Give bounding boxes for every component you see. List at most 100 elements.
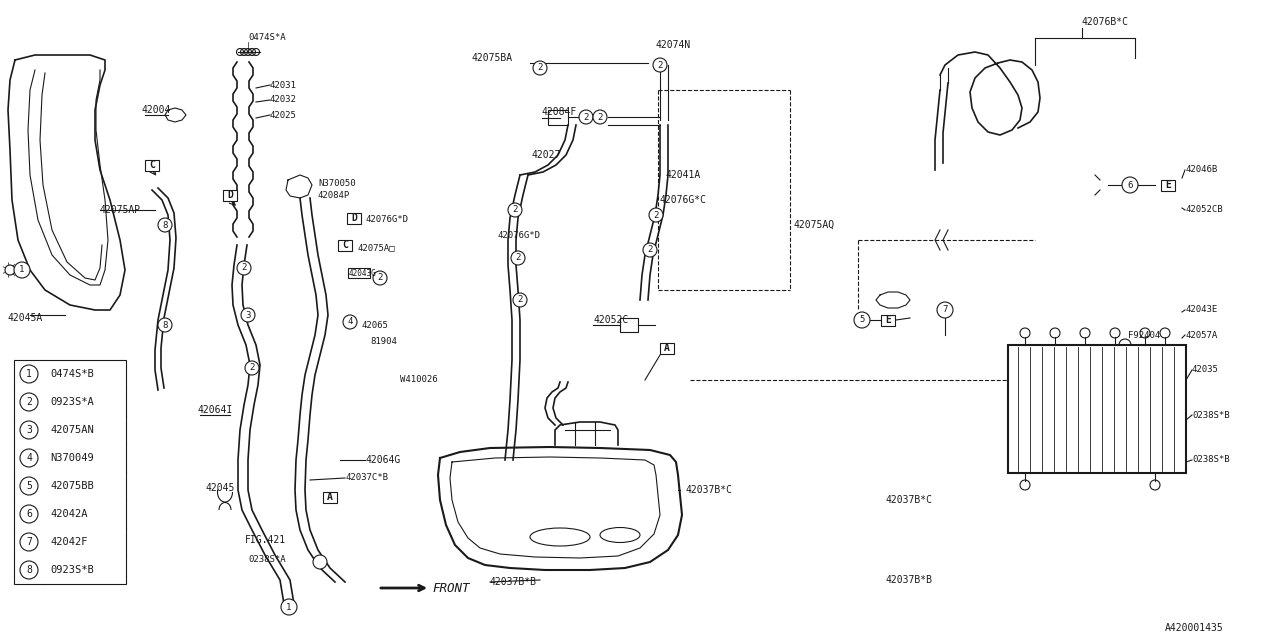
Text: 2: 2 bbox=[648, 246, 653, 255]
Text: F92404: F92404 bbox=[1128, 330, 1160, 339]
Text: 2: 2 bbox=[516, 253, 521, 262]
Text: FRONT: FRONT bbox=[433, 582, 470, 595]
Text: 6: 6 bbox=[26, 509, 32, 519]
Bar bbox=[620, 318, 637, 332]
Text: C: C bbox=[148, 160, 155, 170]
Circle shape bbox=[508, 203, 522, 217]
Text: 42032: 42032 bbox=[270, 95, 297, 104]
Text: 42042F: 42042F bbox=[50, 537, 87, 547]
Text: 2: 2 bbox=[517, 296, 522, 305]
Text: 0238S*B: 0238S*B bbox=[1192, 410, 1230, 419]
Text: 42076G*D: 42076G*D bbox=[366, 216, 410, 225]
Text: 42043E: 42043E bbox=[1185, 305, 1217, 314]
Text: 42075A□: 42075A□ bbox=[358, 243, 396, 253]
Text: 42046B: 42046B bbox=[1185, 166, 1217, 175]
Text: 42035: 42035 bbox=[1192, 365, 1219, 374]
Text: C: C bbox=[342, 240, 348, 250]
Text: 5: 5 bbox=[26, 481, 32, 491]
Text: E: E bbox=[884, 315, 891, 325]
Bar bbox=[338, 239, 352, 250]
Circle shape bbox=[20, 505, 38, 523]
Text: 42075AN: 42075AN bbox=[50, 425, 93, 435]
Text: N370050: N370050 bbox=[317, 179, 356, 188]
Circle shape bbox=[343, 315, 357, 329]
Bar bbox=[323, 492, 337, 502]
Text: 1: 1 bbox=[287, 602, 292, 611]
Circle shape bbox=[513, 293, 527, 307]
Text: 42037B*C: 42037B*C bbox=[685, 485, 732, 495]
Text: A: A bbox=[328, 492, 333, 502]
Text: 2: 2 bbox=[250, 364, 255, 372]
Text: 0238S*A: 0238S*A bbox=[248, 556, 285, 564]
Text: 2: 2 bbox=[242, 264, 247, 273]
Text: 42075BB: 42075BB bbox=[50, 481, 93, 491]
Text: 8: 8 bbox=[26, 565, 32, 575]
Text: W410026: W410026 bbox=[399, 376, 438, 385]
Circle shape bbox=[241, 308, 255, 322]
Text: 3: 3 bbox=[246, 310, 251, 319]
Text: 42065: 42065 bbox=[362, 321, 389, 330]
Text: E: E bbox=[1165, 180, 1171, 190]
Text: 0474S*B: 0474S*B bbox=[50, 369, 93, 379]
Text: 2: 2 bbox=[538, 63, 543, 72]
Bar bbox=[223, 189, 237, 200]
Circle shape bbox=[1123, 177, 1138, 193]
Circle shape bbox=[157, 218, 172, 232]
Text: 0474S*A: 0474S*A bbox=[248, 33, 285, 42]
Text: A: A bbox=[664, 343, 669, 353]
Text: A420001435: A420001435 bbox=[1165, 623, 1224, 633]
Circle shape bbox=[643, 243, 657, 257]
Text: 0238S*B: 0238S*B bbox=[1192, 456, 1230, 465]
Bar bbox=[1161, 179, 1175, 191]
Text: 42037B*B: 42037B*B bbox=[490, 577, 538, 587]
Circle shape bbox=[14, 262, 29, 278]
Circle shape bbox=[282, 599, 297, 615]
Circle shape bbox=[244, 361, 259, 375]
Circle shape bbox=[937, 302, 954, 318]
Circle shape bbox=[372, 271, 387, 285]
Text: 42064G: 42064G bbox=[366, 455, 401, 465]
Text: 2: 2 bbox=[584, 113, 589, 122]
Bar bbox=[1009, 345, 1187, 473]
Text: 42075AQ: 42075AQ bbox=[794, 220, 835, 230]
Text: 4: 4 bbox=[347, 317, 353, 326]
Text: 0923S*A: 0923S*A bbox=[50, 397, 93, 407]
Bar bbox=[548, 110, 568, 125]
Text: 42037B*C: 42037B*C bbox=[884, 495, 932, 505]
Text: 42031: 42031 bbox=[270, 81, 297, 90]
Circle shape bbox=[20, 561, 38, 579]
Text: 42075AP: 42075AP bbox=[100, 205, 141, 215]
Text: 42025: 42025 bbox=[270, 111, 297, 120]
Circle shape bbox=[653, 58, 667, 72]
Text: 42037B*B: 42037B*B bbox=[884, 575, 932, 585]
Text: 2: 2 bbox=[512, 205, 517, 214]
Text: 42084F: 42084F bbox=[541, 107, 577, 117]
Text: 42045: 42045 bbox=[205, 483, 234, 493]
Text: 42052C: 42052C bbox=[593, 315, 628, 325]
Text: 6: 6 bbox=[1128, 180, 1133, 189]
Text: 1: 1 bbox=[26, 369, 32, 379]
Text: 42052CB: 42052CB bbox=[1185, 205, 1222, 214]
Text: 42074N: 42074N bbox=[655, 40, 690, 50]
Text: 81904: 81904 bbox=[370, 337, 397, 346]
Text: 42045A: 42045A bbox=[8, 313, 44, 323]
Circle shape bbox=[20, 421, 38, 439]
Bar bbox=[347, 212, 361, 223]
Circle shape bbox=[20, 365, 38, 383]
Text: 2: 2 bbox=[26, 397, 32, 407]
Circle shape bbox=[854, 312, 870, 328]
Text: D: D bbox=[227, 190, 233, 200]
Circle shape bbox=[532, 61, 547, 75]
Bar bbox=[660, 342, 675, 353]
Text: 42076G*C: 42076G*C bbox=[660, 195, 707, 205]
Text: 42064I: 42064I bbox=[197, 405, 232, 415]
Bar bbox=[348, 268, 370, 278]
Text: 42041A: 42041A bbox=[666, 170, 700, 180]
Text: 2: 2 bbox=[378, 273, 383, 282]
Circle shape bbox=[20, 393, 38, 411]
Circle shape bbox=[20, 477, 38, 495]
Circle shape bbox=[593, 110, 607, 124]
Text: 5: 5 bbox=[859, 316, 865, 324]
Text: 42076G*D: 42076G*D bbox=[498, 230, 541, 239]
Text: 7: 7 bbox=[942, 305, 947, 314]
